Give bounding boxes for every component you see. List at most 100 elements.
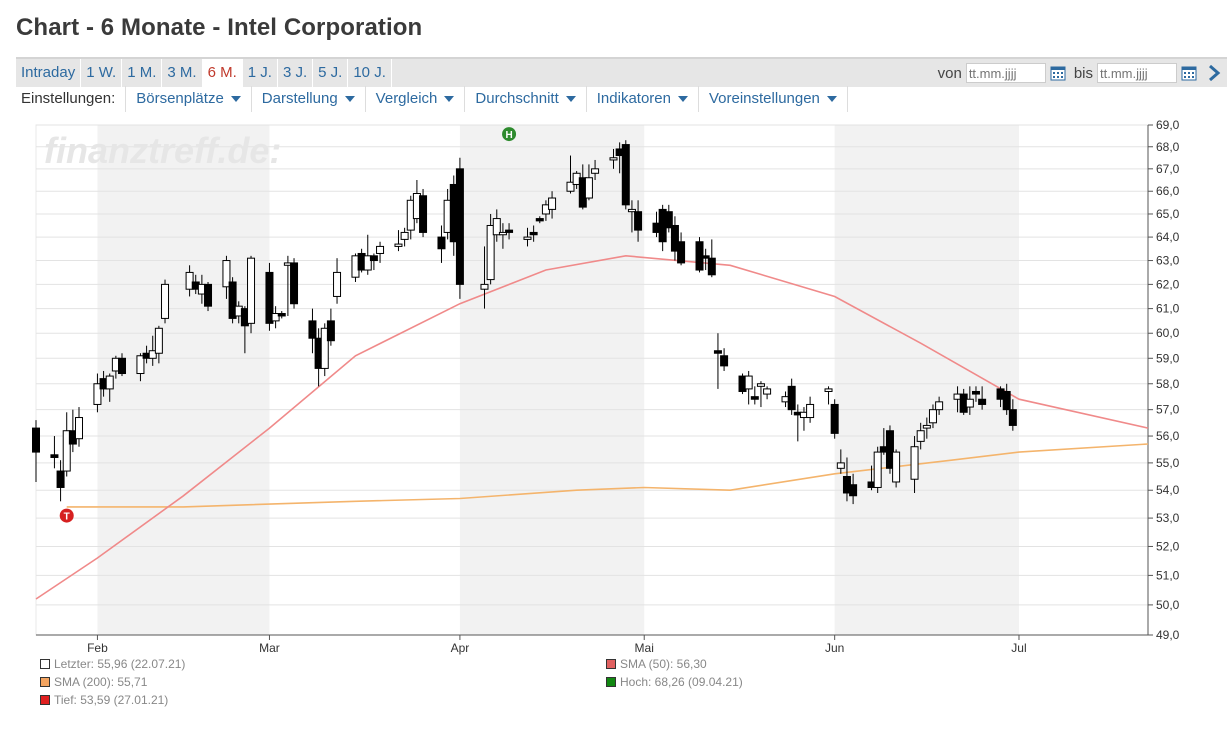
- candle-body: [892, 451, 901, 483]
- candle-body: [787, 385, 796, 411]
- period-tab[interactable]: 1 M.: [122, 59, 163, 87]
- y-tick-label: 64,0: [1156, 230, 1180, 244]
- candle-body: [326, 320, 335, 342]
- candle-body: [836, 462, 845, 469]
- marker-label: H: [505, 130, 512, 141]
- candle-body: [75, 417, 84, 440]
- candle-body: [830, 403, 839, 434]
- candle-body: [376, 245, 385, 254]
- period-tab[interactable]: 1 J.: [243, 59, 278, 87]
- candle-body: [492, 218, 501, 236]
- candle-body: [627, 208, 636, 213]
- candle-body: [247, 257, 256, 324]
- caret-down-icon: [444, 96, 455, 102]
- settings-label: Einstellungen:: [16, 86, 127, 112]
- candle-body: [701, 255, 710, 259]
- watermark: finanztreff.de:: [44, 130, 281, 171]
- y-tick-label: 63,0: [1156, 254, 1180, 268]
- candle-body: [621, 144, 630, 206]
- candle-body: [105, 375, 114, 390]
- settings-menu[interactable]: Indikatoren: [587, 86, 699, 112]
- candle-body: [320, 327, 329, 369]
- settings-menu[interactable]: Darstellung: [252, 86, 366, 112]
- to-date-input[interactable]: [1097, 63, 1177, 83]
- caret-down-icon: [230, 96, 241, 102]
- candle-body: [750, 396, 759, 400]
- period-tab[interactable]: 3 J.: [278, 59, 314, 87]
- candle-body: [529, 231, 538, 236]
- period-tab[interactable]: 3 M.: [162, 59, 203, 87]
- candle-body: [1002, 390, 1011, 411]
- calendar-icon[interactable]: [1181, 65, 1197, 81]
- period-tab[interactable]: 1 W.: [81, 59, 123, 87]
- period-tab[interactable]: 5 J.: [313, 59, 349, 87]
- calendar-icon[interactable]: [1050, 65, 1066, 81]
- legend-swatch: [606, 677, 616, 687]
- candle-body: [161, 283, 170, 319]
- settings-menu[interactable]: Voreinstellungen: [699, 86, 848, 112]
- period-tab[interactable]: Intraday: [16, 59, 82, 87]
- candle-body: [566, 181, 575, 192]
- candle-body: [308, 320, 317, 339]
- candle-body: [56, 470, 65, 488]
- candle-body: [394, 243, 403, 247]
- y-tick-label: 59,0: [1156, 351, 1180, 365]
- candle-body: [369, 255, 378, 262]
- y-tick-label: 61,0: [1156, 302, 1180, 316]
- caret-down-icon: [344, 96, 355, 102]
- candle-body: [634, 211, 643, 231]
- candle-body: [437, 236, 446, 250]
- y-tick-label: 55,0: [1156, 456, 1180, 470]
- x-tick-label: Jul: [1011, 641, 1026, 655]
- settings-menu[interactable]: Börsenplätze: [126, 86, 252, 112]
- legend-swatch: [40, 677, 50, 687]
- legend-swatch: [606, 659, 616, 669]
- settings-menu-label: Vergleich: [375, 90, 438, 107]
- candle-body: [480, 283, 489, 290]
- month-band: [97, 125, 270, 635]
- settings-menu[interactable]: Durchschnitt: [465, 86, 587, 112]
- to-label: bis: [1073, 64, 1093, 82]
- y-tick-label: 67,0: [1156, 162, 1180, 176]
- settings-menu-label: Voreinstellungen: [708, 90, 820, 107]
- period-tabs: Intraday 1 W. 1 M. 3 M. 6 M. 1 J. 3 J. 5 J. 10 J…: [16, 59, 392, 87]
- legend-low: Tief: 53,59 (27.01.21): [40, 693, 168, 707]
- y-tick-label: 51,0: [1156, 568, 1180, 582]
- candle-body: [505, 229, 514, 233]
- from-date-input[interactable]: [965, 63, 1046, 83]
- y-tick-label: 62,0: [1156, 277, 1180, 291]
- page-title: Chart - 6 Monate - Intel Corporation: [16, 14, 423, 41]
- date-range: von bis: [938, 59, 1221, 87]
- legend-sma50: SMA (50): 56,30: [606, 657, 707, 671]
- candle-body: [756, 383, 765, 387]
- candle-body: [720, 355, 729, 367]
- caret-down-icon: [565, 96, 576, 102]
- candle-body: [928, 409, 937, 424]
- x-tick-label: Feb: [87, 641, 108, 655]
- candle-body: [664, 211, 673, 229]
- caret-down-icon: [677, 96, 688, 102]
- y-tick-label: 52,0: [1156, 539, 1180, 553]
- x-tick-label: Jun: [825, 641, 844, 655]
- settings-bar: Einstellungen: Börsenplätze Darstellung Ve…: [16, 86, 848, 112]
- candle-body: [910, 446, 919, 480]
- period-tab[interactable]: 10 J.: [348, 59, 392, 87]
- candle-body: [277, 313, 286, 317]
- sma50-line: [35, 254, 1149, 600]
- settings-menu[interactable]: Vergleich: [366, 86, 466, 112]
- candle-body: [455, 168, 464, 285]
- period-tab[interactable]: 6 M.: [202, 59, 243, 87]
- y-tick-label: 54,0: [1156, 483, 1180, 497]
- candle-body: [744, 375, 753, 390]
- candle-body: [978, 398, 987, 405]
- y-tick-label: 53,0: [1156, 511, 1180, 525]
- y-tick-label: 57,0: [1156, 403, 1180, 417]
- candle-body: [965, 398, 974, 408]
- candle-body: [185, 271, 194, 290]
- y-tick-label: 60,0: [1156, 326, 1180, 340]
- chevron-right-icon[interactable]: [1207, 65, 1221, 81]
- candle-body: [290, 262, 299, 305]
- x-tick-label: Mai: [635, 641, 654, 655]
- y-tick-label: 58,0: [1156, 377, 1180, 391]
